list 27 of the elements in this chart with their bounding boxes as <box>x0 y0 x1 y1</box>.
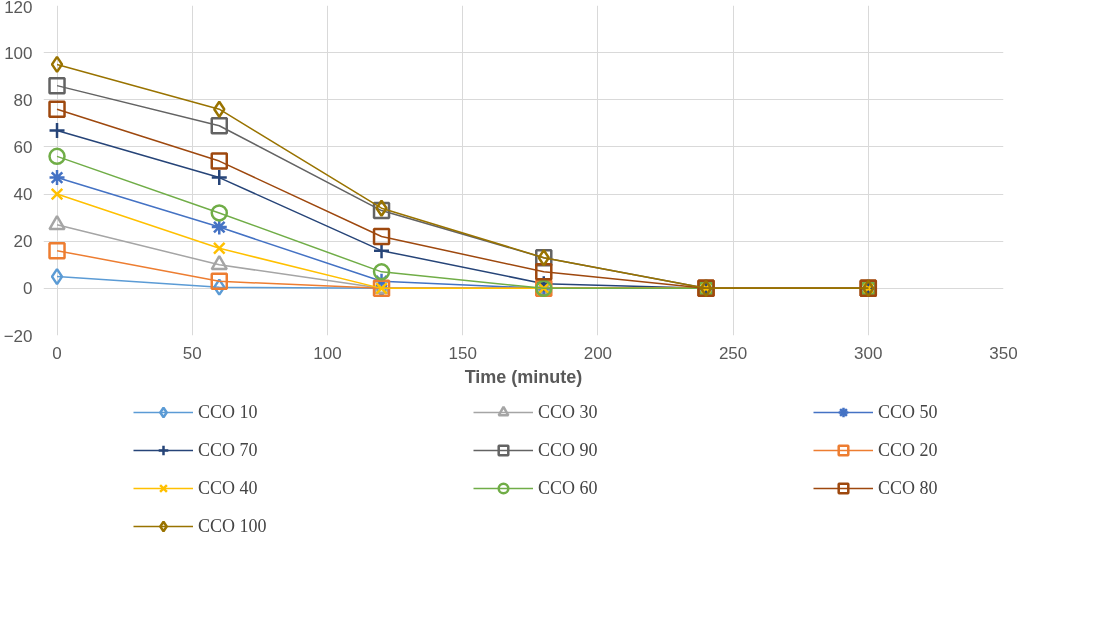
legend-label: CCO 60 <box>538 476 599 500</box>
legend-label: CCO 70 <box>198 438 259 462</box>
legend-label: CCO 20 <box>878 438 939 462</box>
y-tick-label: 100 <box>4 43 33 63</box>
y-tick-label: 40 <box>13 185 33 205</box>
legend-label: CCO 10 <box>198 400 259 424</box>
y-tick-label: 20 <box>13 232 33 252</box>
legend-label: CCO 50 <box>878 400 939 424</box>
legend-label: CCO 100 <box>198 514 268 538</box>
x-tick-label: 50 <box>182 343 202 363</box>
y-tick-label: 60 <box>13 137 33 157</box>
x-tick-label: 200 <box>583 343 613 363</box>
y-tick-label: 120 <box>4 0 33 17</box>
x-axis-title: Time (minute) <box>464 366 583 387</box>
x-tick-label: 300 <box>854 343 883 363</box>
x-tick-label: 350 <box>989 343 1018 363</box>
legend-label: CCO 90 <box>538 438 599 462</box>
x-tick-label: 150 <box>448 343 477 363</box>
y-tick-label: 80 <box>13 90 33 110</box>
x-tick-label: 250 <box>718 343 748 363</box>
y-tick-label: −20 <box>3 326 33 346</box>
legend-label: CCO 80 <box>878 476 939 500</box>
legend-label: CCO 40 <box>198 476 259 500</box>
y-tick-label: 0 <box>23 279 33 299</box>
x-tick-label: 100 <box>313 343 342 363</box>
legend-label: CCO 30 <box>538 400 599 424</box>
x-tick-label: 0 <box>52 343 62 363</box>
